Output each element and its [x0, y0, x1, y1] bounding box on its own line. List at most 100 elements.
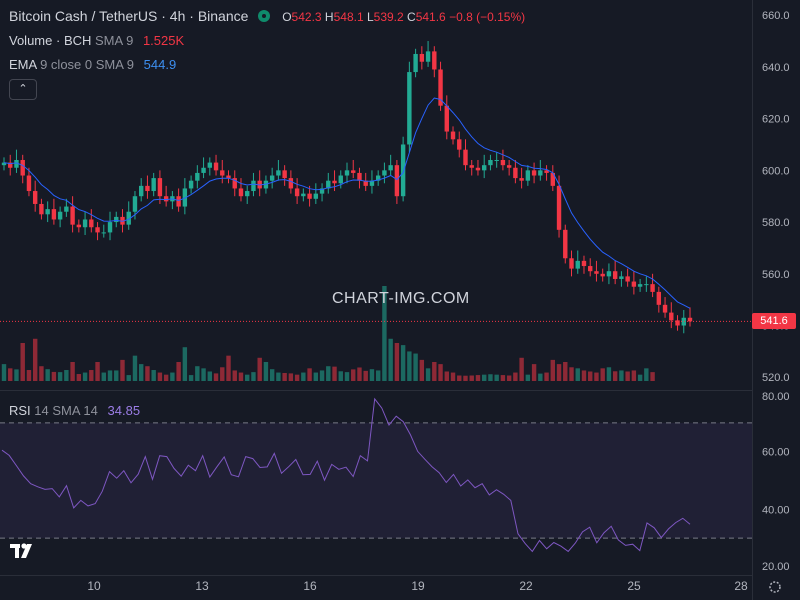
volume-bar	[444, 371, 449, 381]
candle-body	[26, 175, 32, 192]
candle-body	[669, 312, 674, 321]
volume-bar	[245, 374, 250, 381]
candle-body	[400, 144, 406, 197]
candle-body	[101, 232, 106, 234]
candle-body	[419, 53, 425, 62]
candle-body	[687, 317, 693, 322]
volume-bar	[357, 367, 362, 381]
volume-bar	[482, 374, 487, 381]
volume-bar	[475, 375, 481, 381]
volume-bar	[276, 372, 281, 381]
candle-body	[182, 188, 188, 207]
volume-bar	[139, 364, 144, 381]
candle-body	[469, 165, 474, 168]
volume-bar	[600, 368, 605, 381]
price-change: −0.8 (−0.15%)	[449, 10, 526, 24]
volume-bar	[257, 357, 262, 381]
candle-body	[301, 193, 306, 197]
volume-bar	[344, 372, 350, 381]
settings-gear-icon[interactable]	[769, 581, 781, 593]
candle-body	[544, 170, 549, 173]
volume-bar	[563, 362, 568, 381]
volume-bar	[606, 367, 612, 381]
volume-bar	[432, 362, 437, 381]
tradingview-logo-svg	[10, 543, 32, 558]
volume-bar	[612, 371, 618, 381]
volume-bar	[625, 371, 630, 381]
candle-body	[344, 170, 350, 176]
candle-body	[538, 170, 543, 176]
candle-body	[407, 72, 412, 145]
volume-bar	[556, 364, 562, 381]
volume-bar	[151, 370, 156, 381]
volume-bar	[375, 370, 381, 381]
candle-body	[82, 219, 88, 228]
candle-body	[588, 266, 593, 272]
price-axis-tick: 660.0	[762, 10, 790, 22]
volume-bar	[650, 372, 655, 381]
candle-body	[625, 276, 630, 282]
symbol-legend: Bitcoin Cash / TetherUS · 4h · Binance O…	[9, 8, 525, 24]
price-axis-tick: 600.0	[762, 165, 790, 177]
volume-bar	[544, 372, 549, 381]
candle-body	[525, 170, 531, 181]
volume-bar	[76, 374, 82, 381]
price-axis-tick: 620.0	[762, 114, 790, 126]
candle-body	[488, 160, 493, 166]
candle-body	[251, 180, 256, 192]
volume-bar	[107, 370, 113, 381]
volume-bar	[188, 375, 194, 381]
volume-bar	[400, 345, 406, 381]
candle-body	[282, 170, 287, 179]
candle-body	[8, 162, 13, 168]
volume-bar	[1, 364, 7, 381]
time-axis-tick: 10	[87, 579, 101, 593]
price-axis-tick: 580.0	[762, 217, 790, 229]
volume-bar	[550, 359, 555, 381]
candle-body	[556, 185, 562, 230]
volume-bar	[195, 366, 200, 381]
price-axis-tick: 520.0	[762, 372, 790, 384]
volume-bar	[20, 343, 25, 381]
candle-body	[313, 193, 319, 199]
ema-value: 544.9	[143, 57, 177, 72]
rsi-legend[interactable]: RSI 14 SMA 14 34.85	[9, 403, 141, 418]
volume-bar	[226, 355, 231, 381]
candle-body	[382, 170, 387, 176]
candle-body	[326, 180, 331, 189]
candle-body	[232, 178, 237, 189]
candle-body	[594, 271, 599, 274]
volume-bar	[488, 374, 493, 381]
time-axis-tick: 28	[734, 579, 748, 593]
candle-body	[506, 165, 512, 168]
volume-bar	[301, 372, 306, 381]
candle-body	[482, 165, 487, 171]
candle-body	[351, 170, 356, 173]
volume-bar	[413, 353, 418, 381]
candle-body	[644, 284, 649, 286]
candle-body	[531, 170, 537, 176]
volume-bar	[182, 347, 188, 381]
candle-body	[176, 196, 181, 207]
volume-bar	[120, 359, 125, 381]
collapse-legend-button[interactable]: ⌃	[9, 79, 37, 100]
candle-body	[120, 216, 125, 225]
candle-body	[288, 178, 294, 189]
candle-body	[338, 175, 343, 184]
candle-body	[226, 175, 231, 179]
rsi-axis-tick: 20.00	[762, 561, 790, 573]
volume-bar	[213, 373, 219, 381]
volume-bar	[588, 371, 593, 381]
candle-body	[114, 216, 119, 223]
candle-body	[631, 281, 637, 287]
volume-bar	[494, 374, 499, 381]
ema-legend[interactable]: EMA 9 close 0 SMA 9 544.9	[9, 57, 177, 72]
volume-bar	[644, 368, 649, 381]
volume-legend[interactable]: Volume · BCH SMA 9 1.525K	[9, 33, 185, 48]
candle-body	[163, 196, 169, 202]
candle-body	[569, 258, 574, 269]
candle-body	[438, 69, 443, 106]
candle-body	[444, 105, 449, 132]
candle-body	[388, 165, 393, 171]
